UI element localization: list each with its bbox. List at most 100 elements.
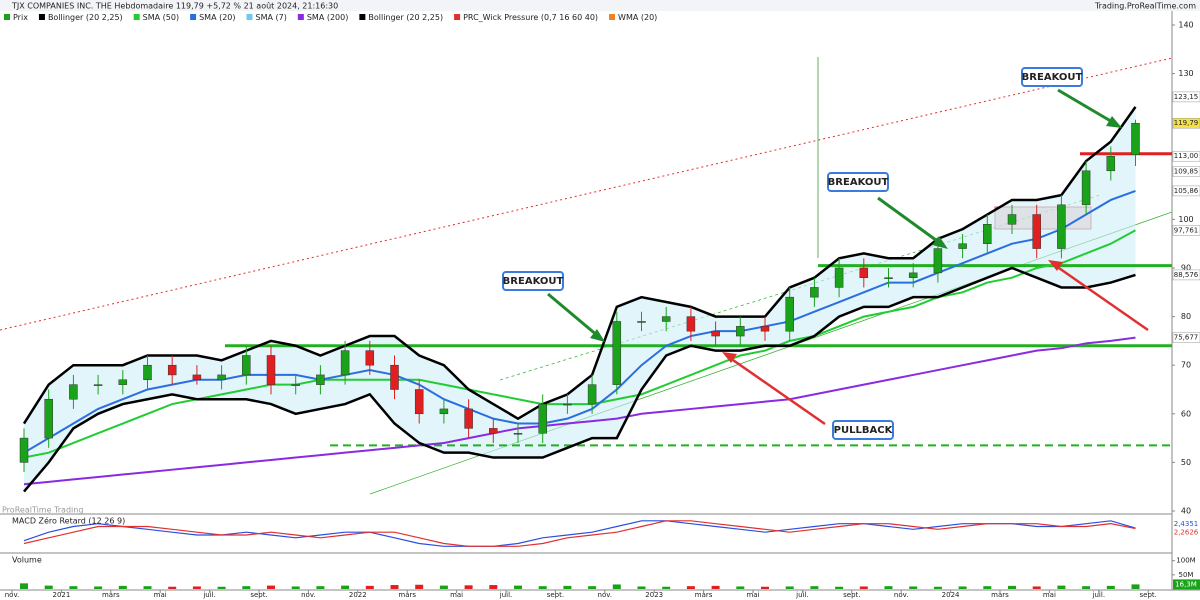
candle-body bbox=[1032, 214, 1041, 249]
x-tick-label: juil. bbox=[499, 591, 513, 599]
volume-bar bbox=[365, 585, 374, 589]
candle-body bbox=[44, 398, 53, 439]
candle-body bbox=[859, 267, 869, 278]
candle-body bbox=[69, 384, 78, 400]
volume-bar bbox=[390, 585, 399, 589]
legend-swatch bbox=[133, 14, 140, 20]
arrowhead bbox=[932, 236, 948, 249]
legend-label: Bollinger (20 2,25) bbox=[368, 13, 443, 22]
x-tick-label: mai bbox=[1043, 591, 1056, 599]
value-label-box bbox=[1173, 579, 1200, 590]
candle-body bbox=[834, 267, 844, 288]
volume-bar bbox=[118, 585, 127, 589]
candle-body bbox=[958, 243, 967, 249]
candle-body bbox=[933, 248, 943, 274]
series-line bbox=[23, 229, 1136, 459]
watermark: ProRealTime Trading bbox=[2, 506, 83, 515]
legend-swatch bbox=[246, 14, 253, 20]
candle-body bbox=[1057, 204, 1066, 249]
volume-bar bbox=[1106, 585, 1115, 589]
trend-line bbox=[0, 57, 1173, 331]
price-label: 123,15 bbox=[1174, 93, 1199, 101]
x-tick-label: 2021 bbox=[52, 591, 70, 599]
volume-bar bbox=[686, 586, 695, 589]
annotation: BREAKOUT bbox=[1022, 72, 1083, 83]
volume-bar bbox=[514, 585, 522, 589]
x-tick-label: nov. bbox=[5, 591, 20, 599]
candle-body bbox=[1106, 155, 1116, 172]
y-tick-label: 60 bbox=[1181, 409, 1191, 418]
x-tick-label: mars bbox=[102, 591, 120, 599]
candle-body bbox=[1081, 170, 1091, 206]
legend-label: Bollinger (20 2,25) bbox=[48, 13, 123, 22]
candle-body bbox=[340, 350, 350, 376]
y-tick-label: 80 bbox=[1181, 312, 1191, 321]
volume-bar bbox=[1057, 585, 1066, 589]
x-tick-label: mars bbox=[398, 591, 416, 599]
x-tick-label: juil. bbox=[202, 591, 216, 599]
volume-bar bbox=[958, 586, 967, 589]
candle-body bbox=[908, 272, 918, 278]
legend-swatch bbox=[359, 14, 366, 20]
candle-body bbox=[513, 432, 523, 435]
price-label: 119,79 bbox=[1174, 119, 1199, 127]
price-label-box bbox=[1172, 166, 1200, 177]
volume-bar bbox=[884, 586, 893, 589]
legend-swatch bbox=[454, 14, 461, 20]
price-label-box bbox=[1172, 117, 1200, 129]
price-label-box bbox=[1172, 225, 1200, 236]
annotation-box bbox=[827, 172, 889, 192]
candle-body bbox=[538, 403, 547, 434]
legend-label: PRC_Wick Pressure (0,7 16 60 40) bbox=[463, 13, 598, 22]
candle-body bbox=[143, 364, 152, 381]
series-line bbox=[23, 189, 1136, 454]
price-label-box bbox=[1172, 91, 1200, 103]
y-tick-label: 130 bbox=[1178, 69, 1193, 78]
header-title: TJX COMPANIES INC. THE Hebdomadaire 119,… bbox=[11, 2, 338, 11]
candle-body bbox=[118, 379, 128, 385]
value-label: 16,3M bbox=[1175, 580, 1197, 588]
volume-bar bbox=[1131, 584, 1140, 589]
candle-body bbox=[637, 321, 646, 323]
volume-bar bbox=[761, 586, 769, 589]
series-line bbox=[23, 520, 1136, 547]
x-tick-label: sept. bbox=[843, 591, 860, 599]
panel-title: Volume bbox=[12, 556, 42, 565]
legend-swatch bbox=[609, 14, 616, 20]
volume-bar bbox=[94, 586, 103, 589]
candle-body bbox=[489, 428, 498, 434]
volume-bar bbox=[835, 586, 844, 589]
volume-bar bbox=[662, 586, 671, 589]
panel-title: MACD Zéro Retard (12 26 9) bbox=[12, 516, 125, 526]
x-tick-label: mai bbox=[154, 591, 167, 599]
candle-body bbox=[1131, 122, 1140, 156]
volume-bar bbox=[1032, 586, 1041, 589]
y-tick-label: 70 bbox=[1181, 361, 1191, 370]
candle-body bbox=[563, 403, 572, 406]
x-tick-label: 2022 bbox=[349, 591, 367, 599]
volume-bar bbox=[538, 586, 547, 589]
volume-bar bbox=[933, 586, 942, 589]
legend-swatch bbox=[190, 14, 197, 20]
volume-bar bbox=[1008, 585, 1016, 589]
x-tick-label: juil. bbox=[1092, 591, 1106, 599]
volume-bar bbox=[1082, 586, 1091, 589]
price-label-box bbox=[1172, 269, 1200, 281]
series-line bbox=[23, 336, 1136, 486]
volume-bar bbox=[341, 585, 350, 589]
legend-swatch bbox=[4, 14, 10, 20]
price-label: 113,00 bbox=[1174, 152, 1199, 160]
volume-bar bbox=[439, 585, 448, 589]
candle-body bbox=[810, 287, 819, 298]
annotation: BREAKOUT bbox=[828, 177, 889, 188]
candle-body bbox=[93, 384, 103, 386]
legend-label: SMA (20) bbox=[199, 13, 235, 22]
band-fill bbox=[24, 106, 1136, 492]
value-label: 2,4351 bbox=[1174, 520, 1199, 528]
y-tick-label: 100 bbox=[1178, 215, 1193, 224]
arrow bbox=[877, 196, 941, 245]
candle-body bbox=[192, 374, 202, 381]
candle-body bbox=[464, 408, 473, 429]
volume-bar bbox=[168, 586, 177, 589]
